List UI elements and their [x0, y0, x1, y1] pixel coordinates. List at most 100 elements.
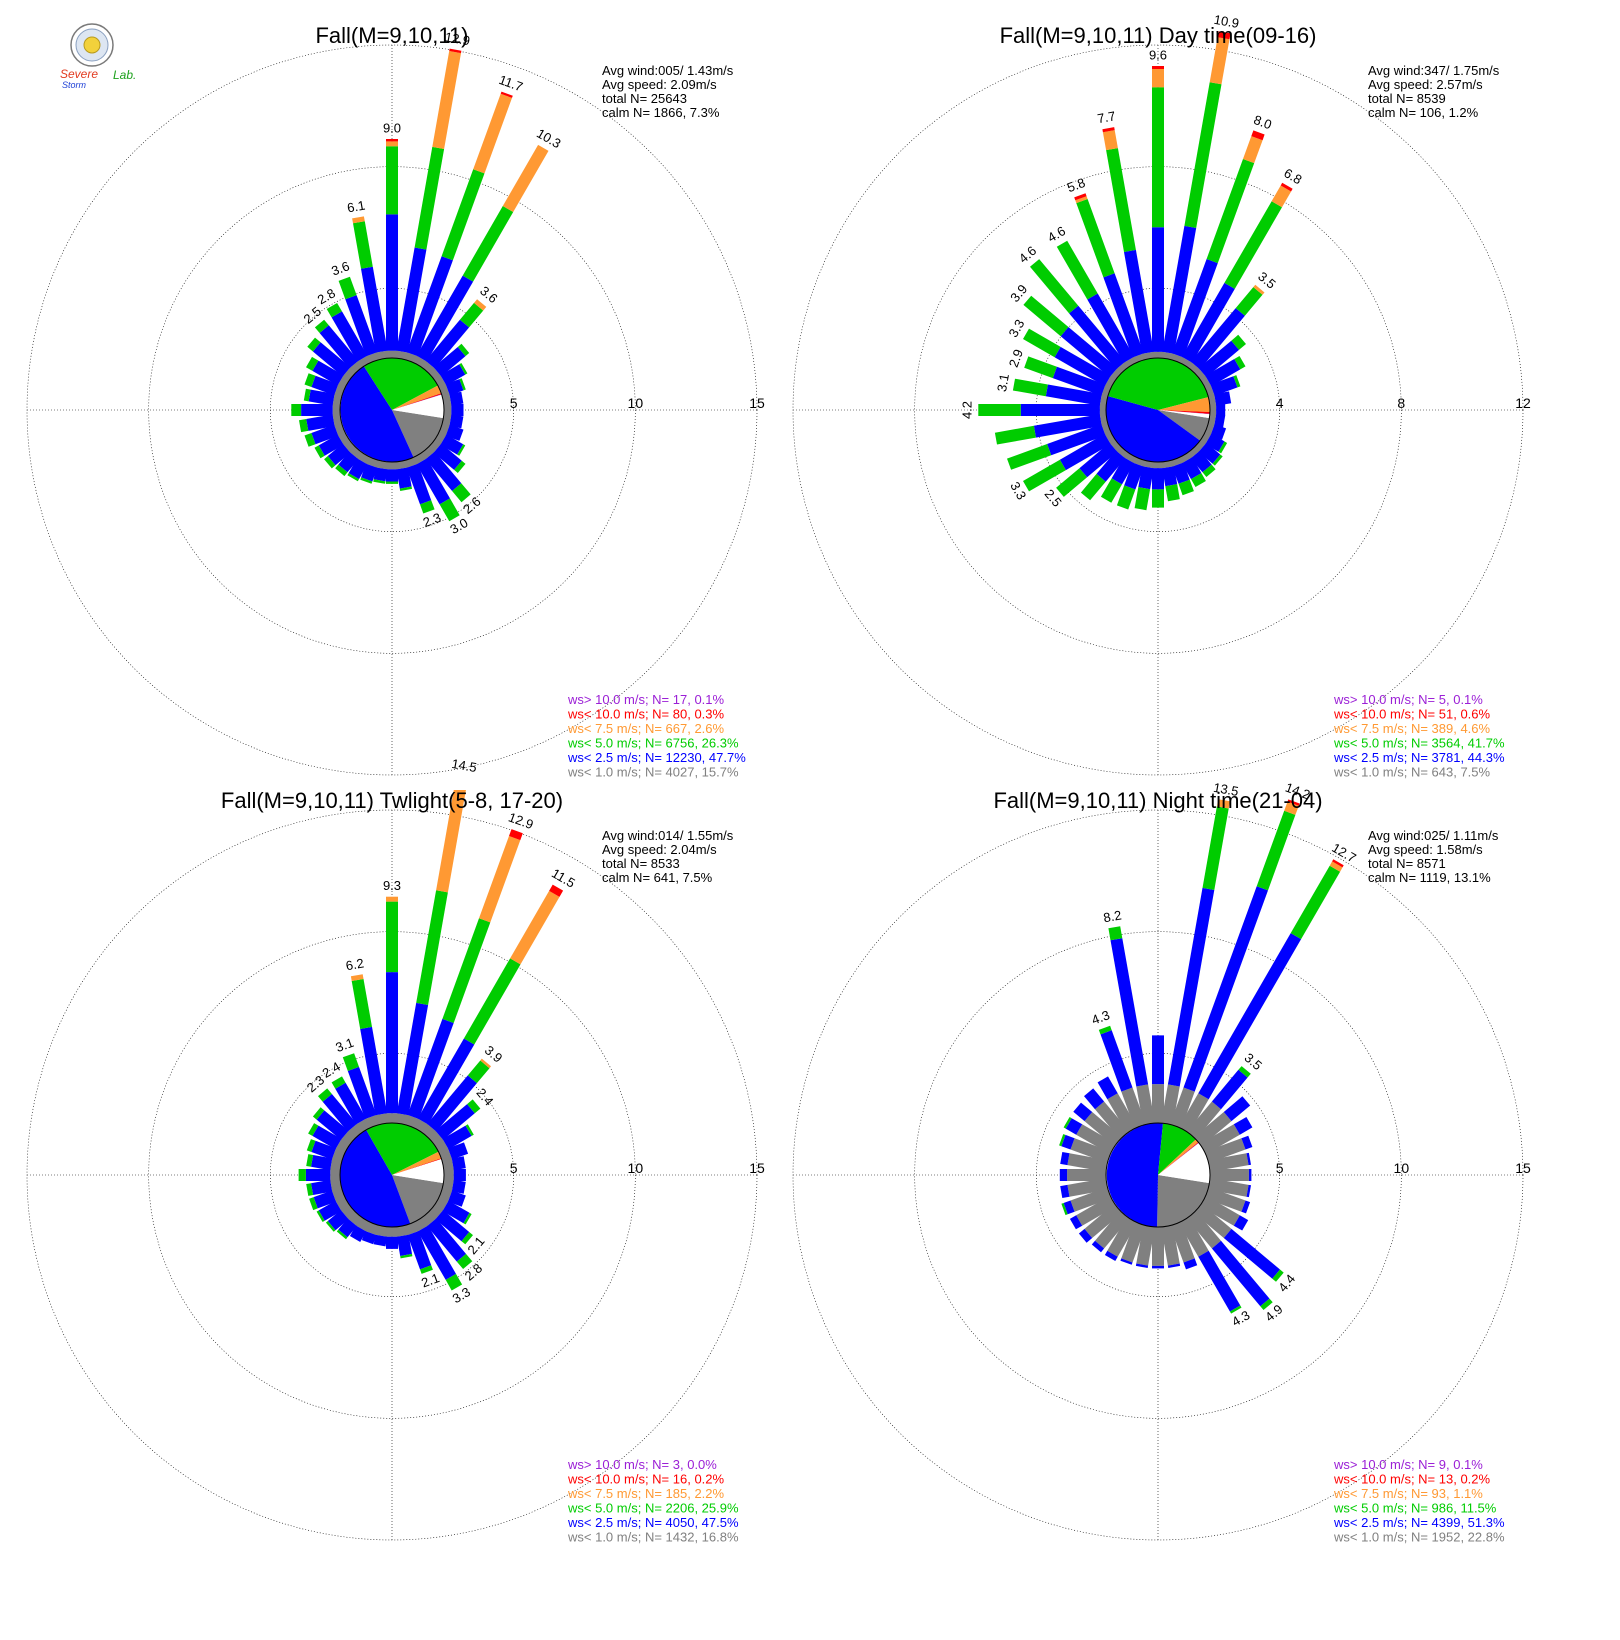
wind-bar-segment [338, 1218, 357, 1238]
wind-bar-segment [1073, 1102, 1093, 1122]
wind-bar-segment [1217, 31, 1231, 40]
wind-bar-segment [500, 91, 513, 98]
wind-bar-segment [1214, 391, 1232, 406]
wind-bar-segment [457, 444, 466, 456]
stat-line: Avg speed: 1.58m/s [1368, 842, 1483, 857]
wind-bar-segment [474, 299, 487, 311]
wind-bar-segment [312, 360, 344, 386]
wind-bar-segment [396, 1002, 429, 1116]
wind-bar-segment [1235, 287, 1263, 316]
wind-bar-segment [373, 467, 388, 482]
wind-bar-segment [1205, 433, 1225, 452]
pie-slice [392, 1151, 442, 1175]
wind-bar-segment [1329, 861, 1343, 872]
wind-bar-segment [509, 829, 523, 841]
wind-bar-segment [444, 1169, 454, 1181]
wind-bar-segment [1161, 1084, 1180, 1125]
wind-bar-segment [1260, 1298, 1273, 1310]
pie-slice [392, 1158, 442, 1175]
wind-bar-segment [360, 1026, 388, 1116]
wind-bar-segment [1198, 442, 1221, 464]
stat-line: Avg wind:005/ 1.43m/s [602, 63, 734, 78]
wind-bar-segment [304, 433, 316, 447]
bar-total-label: 4.3 [1090, 1007, 1112, 1027]
wind-bar-segment [375, 1113, 389, 1125]
wind-bar-segment [314, 319, 329, 333]
wind-bar-segment [1152, 489, 1164, 508]
wind-bar-segment [1121, 1221, 1146, 1263]
legend-entry: ws< 5.0 m/s; N= 986, 11.5% [1333, 1501, 1497, 1516]
wind-bar-segment [1152, 1084, 1164, 1123]
wind-bar-segment [1234, 356, 1246, 370]
wind-bar-segment [347, 473, 359, 482]
wind-bar-segment [326, 303, 342, 318]
ring-tick-label: 5 [1276, 1160, 1284, 1176]
pie-outline [339, 1122, 445, 1228]
wind-bar-segment [1084, 1203, 1122, 1238]
wind-bar-segment [1110, 938, 1149, 1087]
wind-bar-segment [994, 425, 1036, 445]
legend-entry: ws< 1.0 m/s; N= 1432, 16.8% [567, 1530, 739, 1545]
wind-bar-segment [449, 414, 464, 429]
wind-bar-segment [386, 1236, 398, 1249]
wind-bar-segment [311, 1140, 336, 1160]
wind-bar-segment [1059, 1169, 1068, 1181]
pie-slice [392, 410, 444, 458]
bar-total-label: 12.9 [444, 29, 472, 48]
wind-bar-segment [1204, 1138, 1246, 1163]
bar-total-label: 4.2 [960, 401, 975, 419]
wind-bar-segment [1136, 1084, 1155, 1125]
wind-bar-segment [452, 483, 471, 503]
severe-storm-lab-logo: Severe Storm Lab. [60, 23, 136, 90]
panel-title: Fall(M=9,10,11) Day time(09-16) [1000, 23, 1317, 48]
wind-bar-segment [386, 469, 398, 482]
bar-total-label: 9.3 [383, 878, 401, 893]
wind-bar-segment [1095, 1101, 1130, 1139]
legend-entry: ws< 1.0 m/s; N= 4027, 15.7% [567, 765, 739, 780]
wind-bar-segment [1061, 1134, 1075, 1150]
wind-bar-segment [1065, 1118, 1083, 1135]
bar-total-label: 3.1 [994, 373, 1012, 393]
wind-bar-segment [1102, 127, 1115, 133]
wind-bar-segment [1007, 444, 1052, 470]
wind-bar-segment [432, 51, 461, 149]
wind-bar-segment [1332, 859, 1344, 868]
wind-bar-segment [298, 1169, 306, 1181]
wind-bar-segment [307, 337, 321, 352]
ring-tick-label: 10 [628, 1160, 644, 1176]
wind-bar-segment [335, 1082, 367, 1125]
wind-bar-segment [1078, 1228, 1093, 1243]
legend-entry: ws< 2.5 m/s; N= 4399, 51.3% [1333, 1515, 1505, 1530]
wind-bar-segment [1079, 442, 1118, 478]
wind-bar-segment [1152, 462, 1164, 469]
bar-total-label: 2.3 [421, 510, 443, 530]
wind-bar-segment [308, 1123, 319, 1136]
pie-slice [1105, 396, 1201, 463]
legend-entry: ws< 1.0 m/s; N= 643, 7.5% [1333, 765, 1491, 780]
wind-bar-segment [330, 1178, 342, 1192]
wind-bar-segment [1124, 249, 1154, 354]
pie-outline [1105, 357, 1211, 463]
wind-bar-segment [1206, 159, 1255, 264]
wind-bar-segment [1111, 457, 1135, 485]
wind-bar-segment [1152, 468, 1164, 490]
wind-bar-segment [1223, 1096, 1251, 1122]
wind-bar-segment [1246, 1184, 1251, 1198]
wind-bar-segment [1095, 1211, 1130, 1249]
bar-total-label: 3.3 [1005, 317, 1027, 340]
wind-bar-segment [1186, 1101, 1221, 1139]
wind-bar-segment [1152, 227, 1164, 352]
wind-bar-segment [1218, 441, 1228, 454]
wind-bar-segment [336, 1229, 348, 1240]
wind-bar-segment [1023, 459, 1066, 492]
legend-entry: ws< 7.5 m/s; N= 667, 2.6% [567, 721, 725, 736]
wind-bar-segment [435, 1210, 470, 1242]
bar-total-label: 7.7 [1096, 108, 1116, 126]
wind-bar-segment [1084, 1088, 1105, 1110]
wind-bar-segment [420, 1265, 433, 1274]
wind-bar-segment [425, 451, 462, 491]
wind-bar-segment [1107, 1093, 1138, 1133]
wind-bar-segment [1216, 404, 1226, 416]
wind-bar-segment [332, 413, 342, 427]
